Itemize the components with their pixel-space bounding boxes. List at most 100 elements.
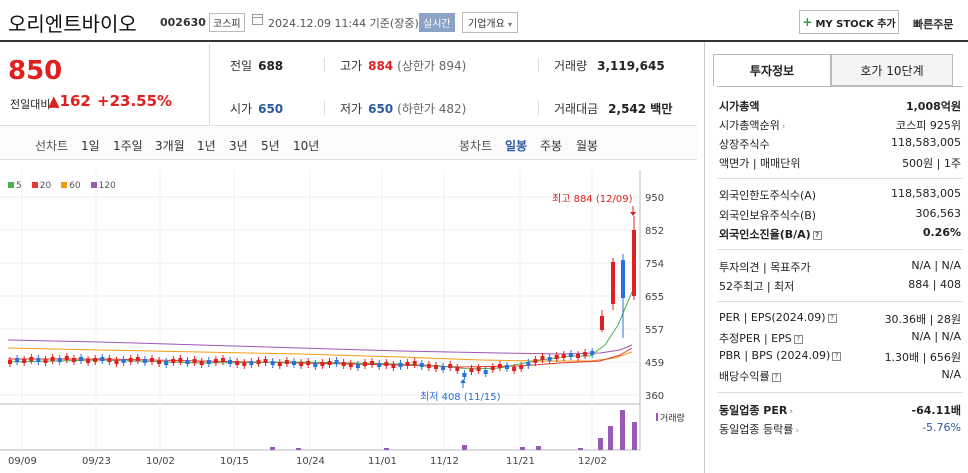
price-change: ▲162 <box>48 92 91 110</box>
trade-value: 거래대금 2,542 백만 <box>554 100 672 117</box>
candle-body <box>384 362 389 366</box>
dividend-row: 배당수익률? N/A <box>719 368 961 383</box>
candle-body <box>100 357 105 361</box>
tab-daily[interactable]: 일봉 <box>505 139 528 153</box>
candle-body <box>434 365 438 369</box>
add-mystock-button[interactable]: + MY STOCK 추가 <box>799 10 899 34</box>
candle-body <box>249 361 254 365</box>
up-triangle-icon: ▲ <box>48 92 60 110</box>
open-value: 650 <box>258 102 284 116</box>
tab-orderbook-10[interactable]: 호가 10단계 <box>831 54 953 86</box>
candle-body <box>142 359 147 363</box>
quick-order-link[interactable]: 빠른주문 <box>913 18 954 31</box>
volume-label: 거래량 <box>660 412 685 424</box>
quote-summary: 전일 688 고가 884 (상한가 894) 거래량 3,119,645 시가 650 … <box>211 44 697 126</box>
side-tabs: 투자정보 호가 10단계 <box>713 54 965 86</box>
tab-1d[interactable]: 1일 <box>81 139 100 153</box>
tab-1y[interactable]: 1년 <box>197 139 216 153</box>
candle-body <box>64 356 69 360</box>
candle-body <box>370 361 375 365</box>
low-price: 저가 650 (하한가 482) <box>340 100 466 117</box>
candle-body <box>540 356 545 360</box>
candle-body <box>128 358 133 362</box>
candle-body <box>469 368 474 372</box>
tab-monthly[interactable]: 월봉 <box>576 139 599 153</box>
lower-limit: (하한가 482) <box>397 102 467 116</box>
candle-body <box>483 370 488 374</box>
market-badge: 코스피 <box>209 13 245 32</box>
volume-bar <box>620 410 625 450</box>
candle-body <box>490 366 495 370</box>
high-annotation: 최고 884 (12/09) <box>552 193 633 205</box>
candle-body <box>107 358 112 362</box>
tab-investment-info[interactable]: 투자정보 <box>713 54 831 86</box>
high-value: 884 <box>368 59 394 73</box>
volume: 거래량 3,119,645 <box>554 57 665 74</box>
add-mystock-label: MY STOCK 추가 <box>815 18 896 30</box>
candle-body <box>600 316 604 330</box>
candlestick-svg: 950 852 754 655 557 459 360 09/09 09/23 10/02 10/1… <box>0 170 685 467</box>
company-info-dropdown[interactable]: 기업개요 ▾ <box>462 12 519 33</box>
volume-bar <box>384 448 389 450</box>
candle-body <box>455 367 460 371</box>
legend-ma5: 5 <box>8 181 22 191</box>
low-label: 저가 <box>340 102 363 116</box>
candle-body <box>221 358 225 362</box>
candle-body <box>185 360 190 364</box>
trade-value-label: 거래대금 <box>554 102 599 116</box>
est-per-row: 추정PER | EPS? N/A | N/A <box>719 330 961 345</box>
upper-limit: (상한가 894) <box>397 59 467 73</box>
help-icon: ? <box>827 313 837 323</box>
x-tick-label: 09/23 <box>82 456 111 467</box>
change-label: 전일대비 <box>10 98 51 111</box>
candle-body <box>36 358 41 362</box>
tab-10y[interactable]: 10년 <box>293 139 320 153</box>
candle-body <box>497 364 502 368</box>
help-icon: ? <box>832 351 842 361</box>
candle-body <box>71 358 76 362</box>
candle-body <box>114 360 119 364</box>
candle-body <box>284 360 289 364</box>
help-icon: ? <box>793 334 803 344</box>
candle-body <box>426 364 431 368</box>
candle-body <box>29 357 34 361</box>
candle-body <box>632 230 636 296</box>
candle-body <box>199 361 204 365</box>
candle-body <box>355 364 360 368</box>
volume-bar <box>598 438 603 450</box>
candle-body <box>263 359 268 363</box>
legend-ma60: 60 <box>61 181 81 191</box>
candle-body <box>334 360 339 364</box>
legend-ma20: 20 <box>31 181 51 191</box>
current-price: 850 <box>8 56 63 86</box>
x-tick-label: 10/15 <box>220 456 249 467</box>
candle-body <box>121 359 126 363</box>
ma60-line <box>7 347 633 362</box>
candle-body <box>576 354 580 358</box>
candle-body <box>391 364 396 368</box>
calendar-icon <box>252 14 263 25</box>
price-chart[interactable]: 5 20 60 120 950 852 754 655 557 459 360 09/09 09… <box>0 170 697 473</box>
tab-weekly[interactable]: 주봉 <box>540 139 563 153</box>
candle-body <box>213 359 218 363</box>
x-tick-label: 09/09 <box>8 456 37 467</box>
stock-code: 002630 <box>160 16 206 29</box>
quote-datetime: 2024.12.09 11:44 기준(장중) <box>268 17 419 30</box>
realtime-button[interactable]: 실시간 <box>419 13 455 32</box>
prev-close: 전일 688 <box>230 57 283 74</box>
candle-body <box>86 359 91 363</box>
tab-1w[interactable]: 1주일 <box>113 139 143 153</box>
stock-header: 오리엔트바이오 002630 코스피 2024.12.09 11:44 기준(장… <box>0 0 968 42</box>
plus-icon: + <box>802 15 813 29</box>
candle-body <box>405 362 410 366</box>
candle-body <box>398 363 403 367</box>
tab-3m[interactable]: 3개월 <box>155 139 185 153</box>
shares-row: 상장주식수 118,583,005 <box>719 136 961 151</box>
tab-3y[interactable]: 3년 <box>229 139 248 153</box>
foreign-hold-row: 외국인보유주식수(B) 306,563 <box>719 207 961 222</box>
candle-body <box>611 262 615 304</box>
candle-body <box>8 360 12 364</box>
tab-5y[interactable]: 5년 <box>261 139 280 153</box>
help-icon: ? <box>812 230 822 240</box>
price-change-value: 162 <box>59 92 91 110</box>
